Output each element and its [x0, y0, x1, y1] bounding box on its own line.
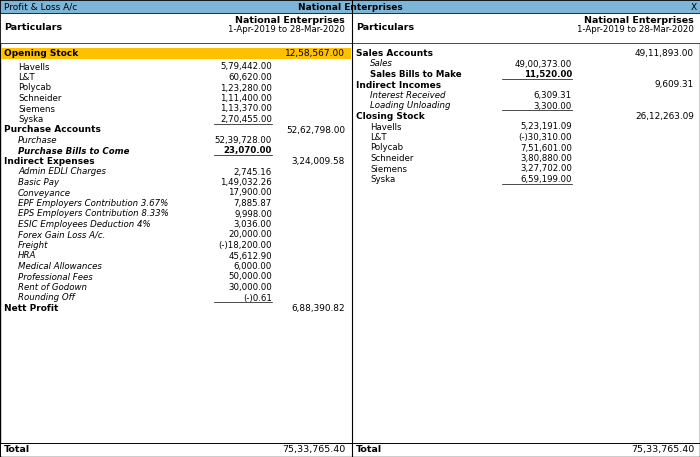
Text: Sales: Sales — [370, 59, 393, 69]
Text: 11,520.00: 11,520.00 — [524, 70, 572, 79]
Text: Particulars: Particulars — [356, 23, 414, 32]
Text: 75,33,765.40: 75,33,765.40 — [631, 445, 694, 454]
Text: Particulars: Particulars — [4, 23, 62, 32]
Text: 45,612.90: 45,612.90 — [228, 251, 272, 260]
Text: National Enterprises: National Enterprises — [235, 16, 345, 25]
Text: 75,33,765.40: 75,33,765.40 — [281, 445, 345, 454]
Text: 3,24,009.58: 3,24,009.58 — [292, 157, 345, 166]
Text: 1-Apr-2019 to 28-Mar-2020: 1-Apr-2019 to 28-Mar-2020 — [228, 25, 345, 34]
Text: Syska: Syska — [370, 175, 395, 184]
Text: Syska: Syska — [18, 115, 43, 124]
Text: Total: Total — [356, 445, 382, 454]
Text: 6,309.31: 6,309.31 — [534, 91, 572, 100]
Text: Purchase: Purchase — [18, 136, 57, 145]
Text: Sales Bills to Make: Sales Bills to Make — [370, 70, 461, 79]
Text: 3,80,880.00: 3,80,880.00 — [520, 154, 572, 163]
Text: 3,27,702.00: 3,27,702.00 — [520, 165, 572, 174]
Text: 1,13,370.00: 1,13,370.00 — [220, 105, 272, 113]
Text: Closing Stock: Closing Stock — [356, 112, 425, 121]
Text: ESIC Employees Deduction 4%: ESIC Employees Deduction 4% — [18, 220, 150, 229]
Text: 9,609.31: 9,609.31 — [654, 80, 694, 90]
Bar — [1, 443, 351, 456]
Text: Forex Gain Loss A/c.: Forex Gain Loss A/c. — [18, 230, 106, 239]
Text: 1,49,032.26: 1,49,032.26 — [220, 178, 272, 187]
Text: Opening Stock: Opening Stock — [4, 49, 78, 58]
Text: 3,036.00: 3,036.00 — [234, 220, 272, 229]
Text: (-)30,310.00: (-)30,310.00 — [519, 133, 572, 142]
Text: 2,70,455.00: 2,70,455.00 — [220, 115, 272, 124]
Text: Basic Pay: Basic Pay — [18, 178, 59, 187]
Text: 20,000.00: 20,000.00 — [228, 230, 272, 239]
Text: Freight: Freight — [18, 241, 48, 250]
Text: Nett Profit: Nett Profit — [4, 304, 58, 313]
Text: (-)0.61: (-)0.61 — [243, 293, 272, 303]
Text: 17,900.00: 17,900.00 — [228, 188, 272, 197]
Text: 6,88,390.82: 6,88,390.82 — [291, 304, 345, 313]
Text: 5,79,442.00: 5,79,442.00 — [220, 63, 272, 71]
Text: Siemens: Siemens — [18, 105, 55, 113]
Text: 23,070.00: 23,070.00 — [223, 147, 272, 155]
Text: 49,11,893.00: 49,11,893.00 — [635, 49, 694, 58]
Text: Rounding Off: Rounding Off — [18, 293, 75, 303]
Text: HRA: HRA — [18, 251, 36, 260]
Text: Schneider: Schneider — [18, 94, 62, 103]
Text: 60,620.00: 60,620.00 — [228, 73, 272, 82]
Text: 5,23,191.09: 5,23,191.09 — [520, 122, 572, 132]
Bar — [1, 48, 351, 58]
Text: Purchase Bills to Come: Purchase Bills to Come — [18, 147, 130, 155]
Text: Polycab: Polycab — [370, 143, 403, 153]
Text: Purchase Accounts: Purchase Accounts — [4, 126, 101, 134]
Text: 7,885.87: 7,885.87 — [234, 199, 272, 208]
Text: 50,000.00: 50,000.00 — [228, 272, 272, 282]
Text: 6,59,199.00: 6,59,199.00 — [521, 175, 572, 184]
Text: Total: Total — [4, 445, 30, 454]
Text: Interest Received: Interest Received — [370, 91, 445, 100]
Text: Indirect Expenses: Indirect Expenses — [4, 157, 94, 166]
Text: 30,000.00: 30,000.00 — [228, 283, 272, 292]
Text: Indirect Incomes: Indirect Incomes — [356, 80, 441, 90]
Text: Professional Fees: Professional Fees — [18, 272, 92, 282]
Text: Havells: Havells — [18, 63, 50, 71]
Text: 3,300.00: 3,300.00 — [533, 101, 572, 111]
Text: L&T: L&T — [18, 73, 34, 82]
Text: 9,998.00: 9,998.00 — [234, 209, 272, 218]
Text: Admin EDLI Charges: Admin EDLI Charges — [18, 168, 106, 176]
Text: 6,000.00: 6,000.00 — [234, 262, 272, 271]
Text: L&T: L&T — [370, 133, 386, 142]
Text: 52,39,728.00: 52,39,728.00 — [215, 136, 272, 145]
Text: Havells: Havells — [370, 122, 402, 132]
Text: National Enterprises: National Enterprises — [584, 16, 694, 25]
Text: 12,58,567.00: 12,58,567.00 — [285, 49, 345, 58]
Text: Sales Accounts: Sales Accounts — [356, 49, 433, 58]
Text: 2,745.16: 2,745.16 — [234, 168, 272, 176]
Text: 52,62,798.00: 52,62,798.00 — [286, 126, 345, 134]
Text: 7,51,601.00: 7,51,601.00 — [520, 143, 572, 153]
Text: Schneider: Schneider — [370, 154, 414, 163]
Text: Rent of Godown: Rent of Godown — [18, 283, 87, 292]
Text: Siemens: Siemens — [370, 165, 407, 174]
Text: Medical Allowances: Medical Allowances — [18, 262, 102, 271]
Text: Loading Unloading: Loading Unloading — [370, 101, 451, 111]
Text: 49,00,373.00: 49,00,373.00 — [514, 59, 572, 69]
Text: 26,12,263.09: 26,12,263.09 — [635, 112, 694, 121]
Text: EPS Employers Contribution 8.33%: EPS Employers Contribution 8.33% — [18, 209, 169, 218]
Text: Polycab: Polycab — [18, 84, 51, 92]
Text: (-)18,200.00: (-)18,200.00 — [218, 241, 272, 250]
Text: EPF Employers Contribution 3.67%: EPF Employers Contribution 3.67% — [18, 199, 169, 208]
Text: 1,23,280.00: 1,23,280.00 — [220, 84, 272, 92]
Text: National Enterprises: National Enterprises — [298, 2, 402, 11]
Bar — [353, 443, 699, 456]
Bar — [0, 0, 700, 13]
Text: X: X — [691, 2, 697, 11]
Text: Profit & Loss A/c: Profit & Loss A/c — [4, 2, 77, 11]
Bar — [0, 13, 700, 43]
Text: Conveyance: Conveyance — [18, 188, 71, 197]
Text: 1,11,400.00: 1,11,400.00 — [220, 94, 272, 103]
Text: 1-Apr-2019 to 28-Mar-2020: 1-Apr-2019 to 28-Mar-2020 — [577, 25, 694, 34]
